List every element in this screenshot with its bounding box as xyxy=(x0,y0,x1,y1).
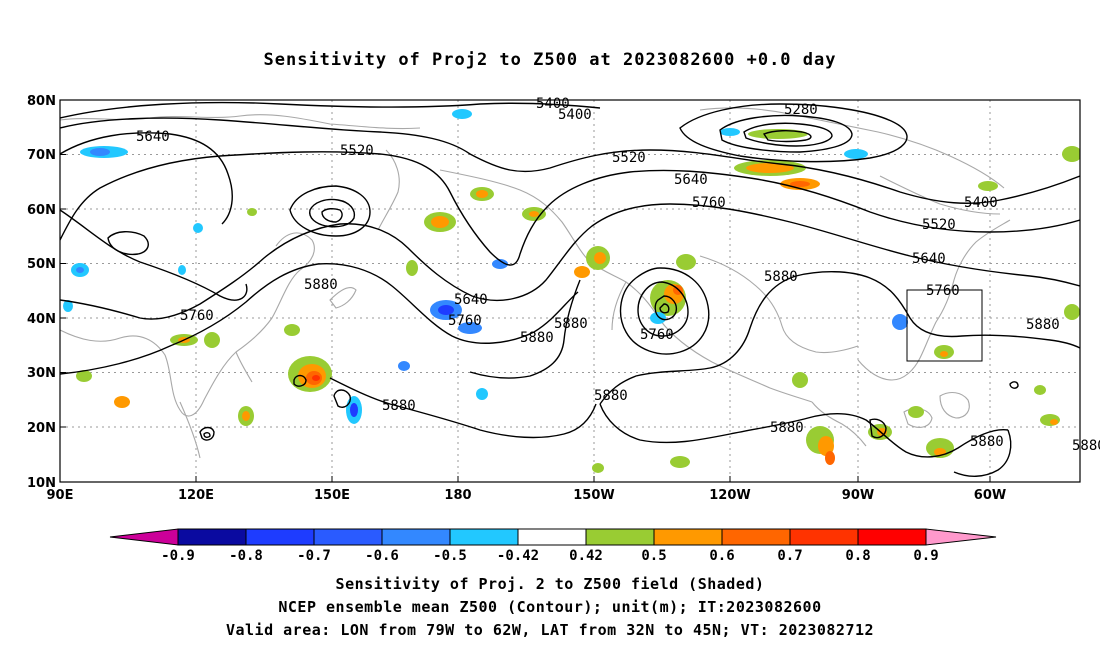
colorbar-label: 0.7 xyxy=(777,548,802,564)
colorbar-swatch xyxy=(789,528,859,546)
lat-label: 80N xyxy=(27,94,56,109)
colorbar-swatch xyxy=(177,528,247,546)
colorbar-low-triangle xyxy=(109,528,179,546)
colorbar: -0.9 -0.8 -0.7 -0.6 -0.5 -0.42 0.42 0.5 0.6 0.7 0.… xyxy=(109,528,997,564)
colorbar-swatch xyxy=(721,528,791,546)
colorbar-label: 0.5 xyxy=(641,548,666,564)
lat-label: 40N xyxy=(27,312,56,327)
contour-label: 5880 xyxy=(1026,317,1060,333)
colorbar-label: 0.8 xyxy=(845,548,870,564)
colorbar-swatch xyxy=(449,528,519,546)
lon-label: 90W xyxy=(842,488,874,503)
contour-label: 5640 xyxy=(136,129,170,145)
colorbar-label: 0.6 xyxy=(709,548,734,564)
contour-label: 5880 xyxy=(970,434,1004,450)
caption-contour: NCEP ensemble mean Z500 (Contour); unit(… xyxy=(278,598,822,616)
map-frame xyxy=(59,99,1081,483)
contour-label: 5280 xyxy=(784,102,818,118)
colorbar-label: -0.8 xyxy=(229,548,263,564)
map-background xyxy=(60,100,1080,482)
colorbar-label: -0.7 xyxy=(297,548,331,564)
contour-label: 5760 xyxy=(926,283,960,299)
lon-label: 150W xyxy=(573,488,614,503)
colorbar-label: -0.6 xyxy=(365,548,399,564)
caption-shaded: Sensitivity of Proj. 2 to Z500 field (Sh… xyxy=(335,575,765,593)
contour-label: 5760 xyxy=(692,195,726,211)
colorbar-label: 0.9 xyxy=(913,548,938,564)
contour-label: 5880 xyxy=(594,388,628,404)
contour-label: 5880 xyxy=(382,398,416,414)
contour-label: 5880 xyxy=(554,316,588,332)
contour-label: 5880 xyxy=(520,330,554,346)
lon-label: 90E xyxy=(47,488,74,503)
contour-label: 5760 xyxy=(180,308,214,324)
contour-label: 5640 xyxy=(912,251,946,267)
contour-label: 5760 xyxy=(640,327,674,343)
colorbar-swatch xyxy=(245,528,315,546)
lat-label: 10N xyxy=(27,476,56,491)
longitude-labels: 90E 120E 150E 180 150W 120W 90W 60W xyxy=(47,488,1007,503)
contour-label: 5520 xyxy=(340,143,374,159)
contour-label: 5400 xyxy=(964,195,998,211)
contour-label: 5640 xyxy=(454,292,488,308)
colorbar-label: 0.42 xyxy=(569,548,603,564)
colorbar-label: -0.9 xyxy=(161,548,195,564)
lat-label: 30N xyxy=(27,366,56,381)
latitude-labels: 80N 70N 60N 50N 40N 30N 20N 10N xyxy=(27,94,56,491)
lat-label: 70N xyxy=(27,148,56,163)
contour-label: 5880 xyxy=(764,269,798,285)
lat-label: 60N xyxy=(27,203,56,218)
axis-ticks xyxy=(60,99,991,482)
caption-valid-area: Valid area: LON from 79W to 62W, LAT fro… xyxy=(225,621,875,639)
lon-label: 120E xyxy=(178,488,214,503)
colorbar-swatch xyxy=(517,528,587,546)
colorbar-swatch xyxy=(381,528,451,546)
contour-label: 5520 xyxy=(612,150,646,166)
lon-label: 150E xyxy=(314,488,350,503)
contour-label: 5880 xyxy=(304,277,338,293)
contour-label: 5520 xyxy=(922,217,956,233)
colorbar-swatch xyxy=(313,528,383,546)
lon-label: 180 xyxy=(444,488,471,503)
colorbar-label: -0.5 xyxy=(433,548,467,564)
lat-label: 50N xyxy=(27,257,56,272)
z500-contours xyxy=(60,101,1080,477)
contour-label: 5400 xyxy=(558,107,592,123)
colorbar-swatch xyxy=(857,528,927,546)
contour-label: 5640 xyxy=(674,172,708,188)
colorbar-high-triangle xyxy=(925,528,997,546)
valid-area-box xyxy=(906,289,983,362)
chart-title: Sensitivity of Proj2 to Z500 at 20230826… xyxy=(263,50,837,70)
colorbar-swatch xyxy=(653,528,723,546)
colorbar-swatch xyxy=(585,528,655,546)
lat-label: 20N xyxy=(27,421,56,436)
colorbar-label: -0.42 xyxy=(497,548,539,564)
contour-label: 5880 xyxy=(1072,438,1100,454)
lon-label: 60W xyxy=(974,488,1006,503)
contour-label: 5760 xyxy=(448,313,482,329)
coastlines xyxy=(60,107,1011,459)
contour-label: 5880 xyxy=(770,420,804,436)
lon-label: 120W xyxy=(709,488,750,503)
